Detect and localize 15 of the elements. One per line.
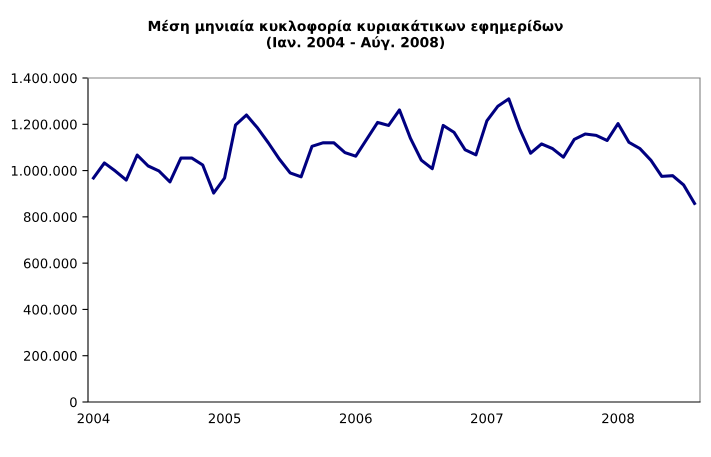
y-tick-label: 600.000 (24, 258, 77, 268)
y-tick-label: 1.400.000 (12, 73, 77, 84)
x-tick-label: 2005 (208, 413, 240, 424)
x-tick-label: 2008 (602, 413, 634, 424)
y-tick-label: 800.000 (24, 212, 77, 222)
y-tick-label: 200.000 (24, 350, 77, 361)
x-tick-label: 2004 (78, 413, 110, 424)
y-tick-label: 400.000 (24, 304, 77, 315)
y-tick-label: 0 (70, 397, 77, 408)
x-tick-label: 2006 (340, 413, 372, 424)
x-tick-label: 2007 (471, 413, 503, 424)
y-tick-label: 1.000.000 (12, 166, 77, 176)
line-series (92, 97, 696, 205)
chart-title: Μέση μηνιαία κυκλοφορία κυριακάτικων εφημερίδων (Ιαν. 2004 - Αύγ. 2008) (148, 20, 563, 50)
y-tick-label: 1.200.000 (12, 120, 77, 130)
